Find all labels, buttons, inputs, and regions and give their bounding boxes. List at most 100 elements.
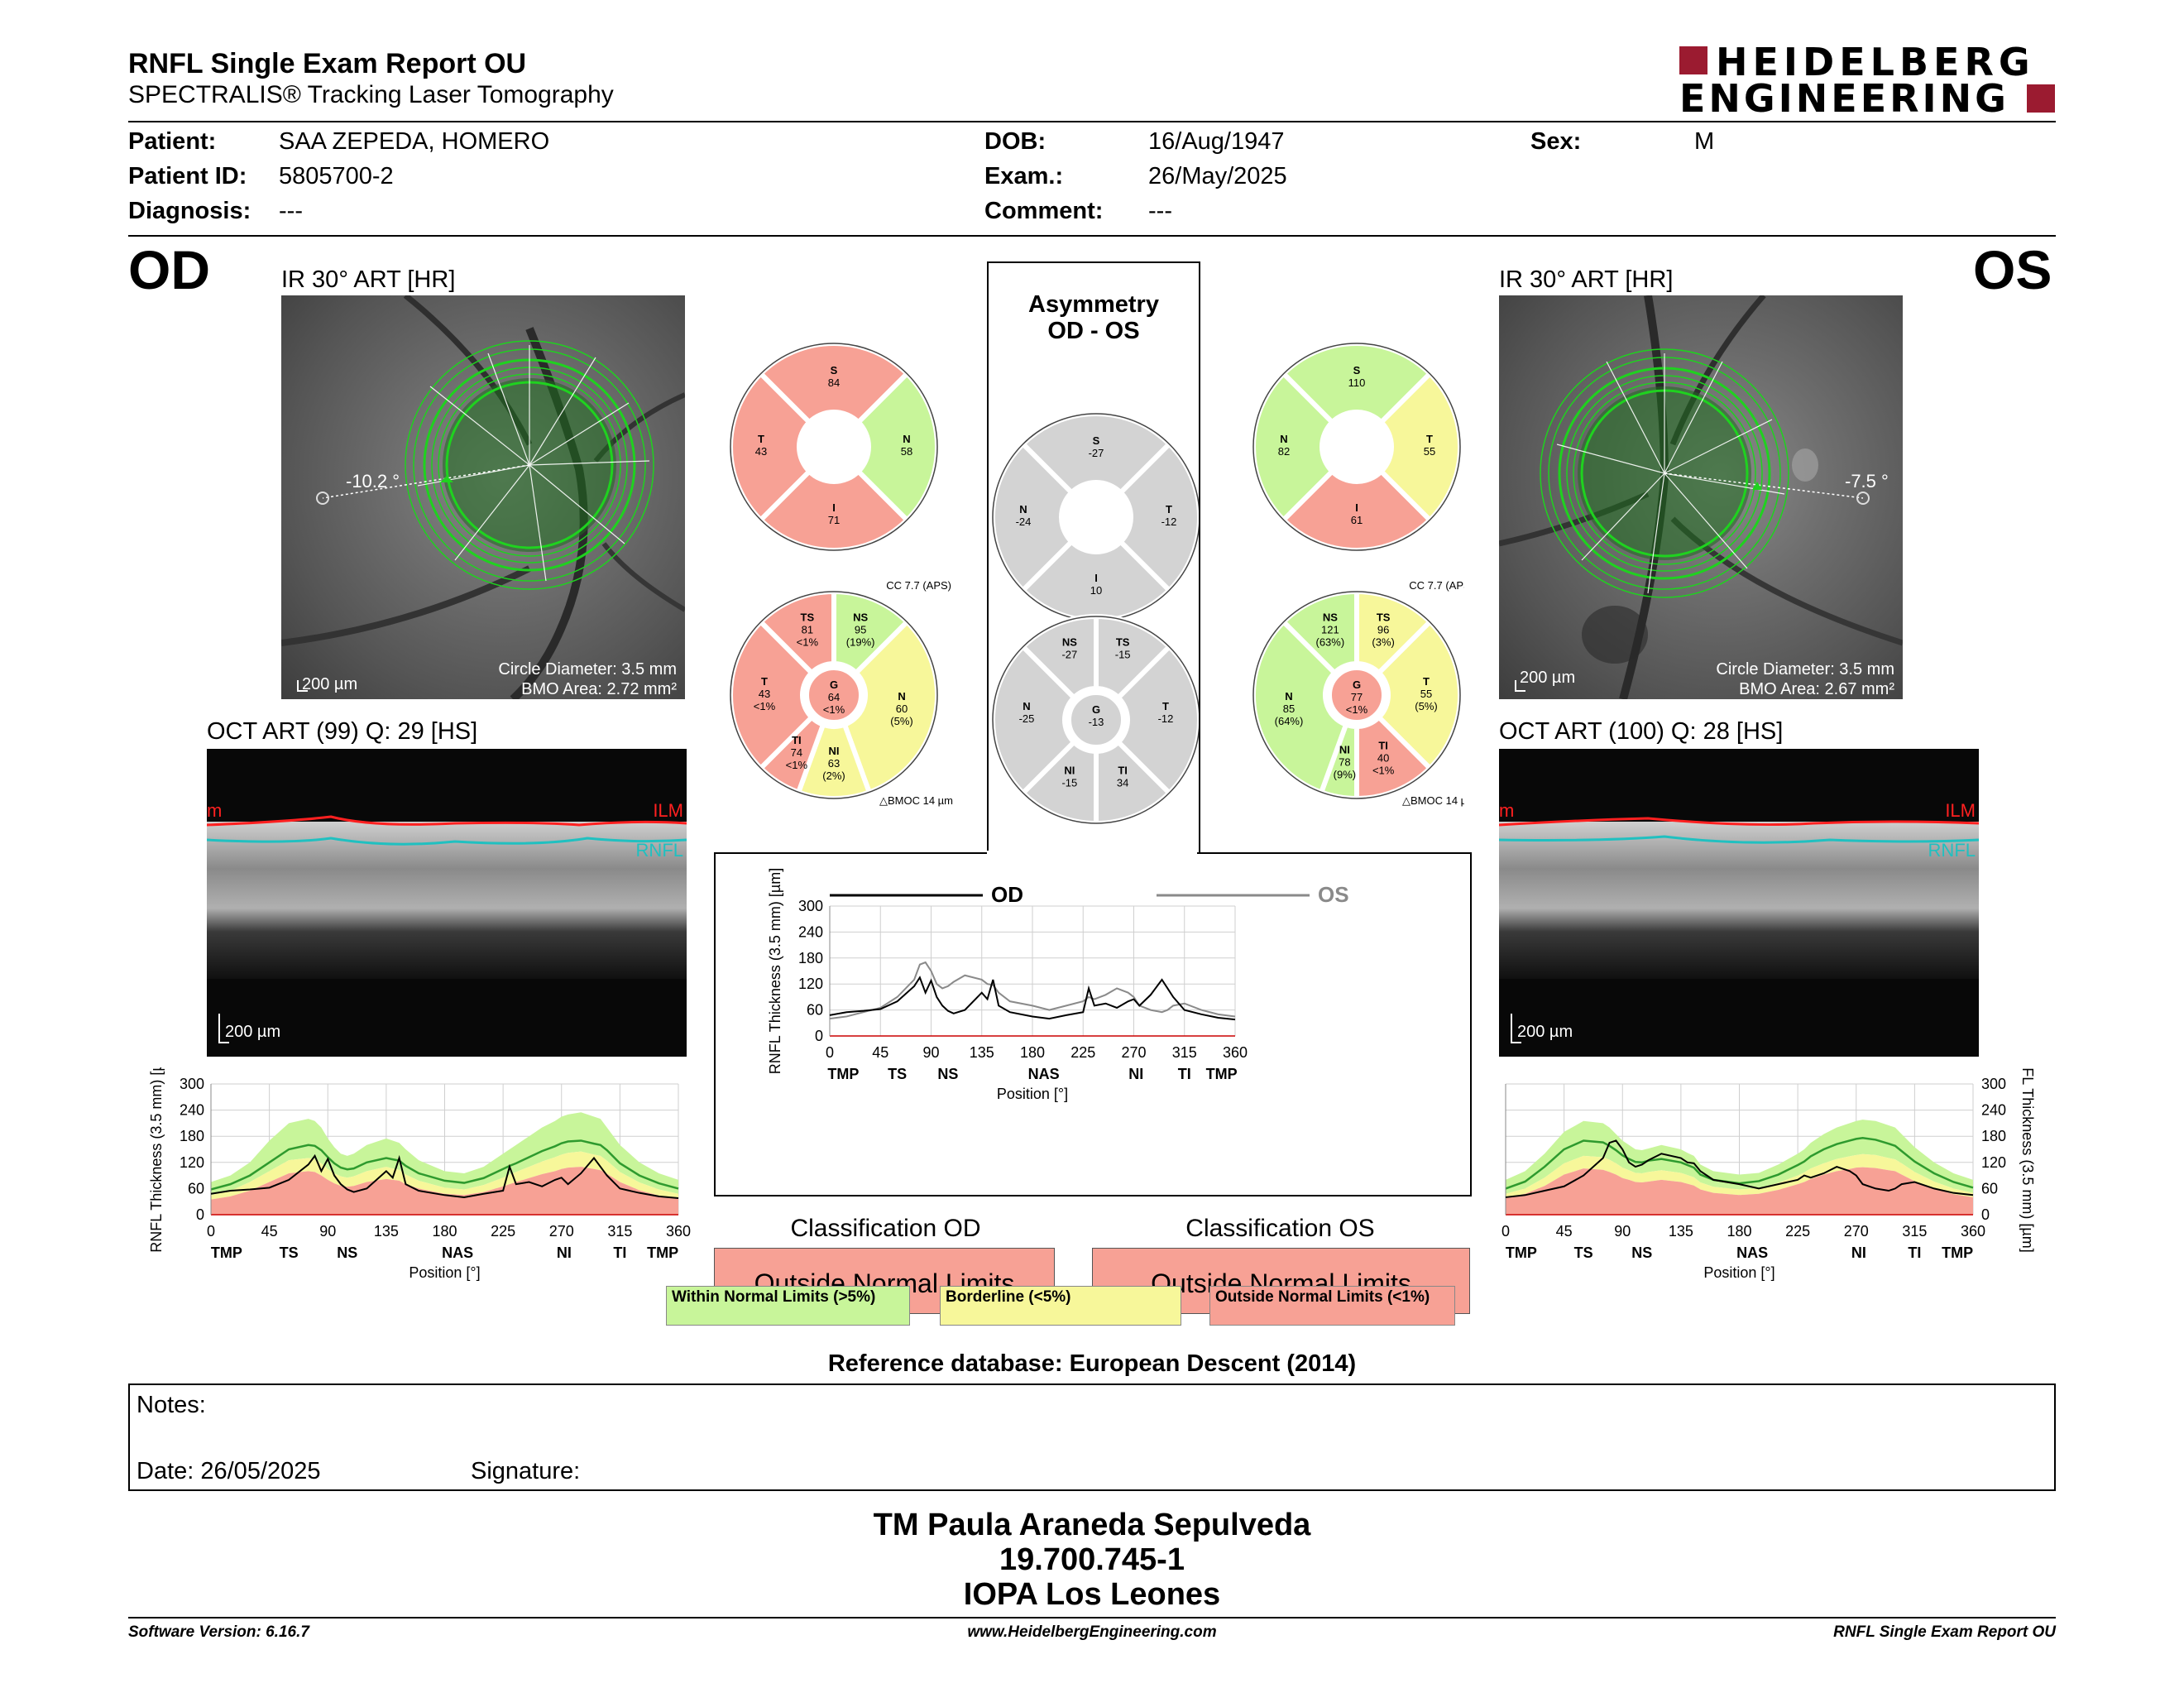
- od-oct-label: OCT ART (99) Q: 29 [HS]: [207, 718, 478, 745]
- x-axis-title: Position [°]: [409, 1264, 480, 1281]
- asymmetry-subtitle: OD - OS: [1047, 318, 1140, 344]
- os-sect-ns-text-0: NS: [1323, 611, 1338, 623]
- os-sect-ts-text-2: (3%): [1372, 635, 1394, 648]
- patient-name: SAA ZEPEDA, HOMERO: [279, 128, 550, 155]
- os-quad-s-text-0: S: [1353, 364, 1361, 376]
- od-fundus-overlay: -10.2 ° 200 µm Circle Diameter: 3.5 mm B…: [281, 295, 685, 699]
- os-sect-g-text-2: <1%: [1346, 703, 1368, 716]
- od-sect-t-text-0: T: [761, 675, 768, 688]
- asym-quad-i-text-0: I: [1094, 572, 1098, 584]
- od-classification-title: Classification OD: [790, 1215, 981, 1242]
- y-tick-label: 300: [180, 1076, 204, 1092]
- od-thickness-chart: 0 60 120 180 240 300 0 45 90 135 180 225 270 315 360 TM…: [148, 1067, 691, 1281]
- asym-quad-n-text-0: N: [1019, 503, 1027, 516]
- asym-sect-ts-text-1: -15: [1115, 648, 1131, 660]
- x-tick-label: 180: [432, 1223, 457, 1240]
- region-label: NS: [337, 1244, 357, 1261]
- os-sect-ni-text-2: (9%): [1334, 769, 1356, 781]
- asym-sect-g-text-0: G: [1092, 703, 1100, 716]
- y-axis-title: RNFL Thickness (3.5 mm) [µm]: [767, 868, 783, 1074]
- os-thickness-line: [1505, 1139, 1974, 1198]
- notes-label: Notes:: [136, 1392, 206, 1418]
- dob-label: DOB:: [984, 128, 1046, 155]
- region-label: TMP: [211, 1244, 242, 1261]
- od-sect-n-text-2: (5%): [890, 715, 912, 727]
- od-fundus-image: -10.2 ° 200 µm Circle Diameter: 3.5 mm B…: [281, 295, 685, 699]
- y-tick-label: 120: [1981, 1154, 2006, 1171]
- exam-label: Exam.:: [984, 163, 1064, 189]
- os-oct-label: OCT ART (100) Q: 28 [HS]: [1499, 718, 1784, 745]
- x-tick-label: 315: [1902, 1223, 1927, 1240]
- sex-label: Sex:: [1530, 128, 1582, 155]
- x-tick-label: 135: [374, 1223, 399, 1240]
- patient-id-label: Patient ID:: [128, 163, 247, 189]
- od-sect-ts-text-2: <1%: [797, 635, 819, 648]
- od-sect-ts-text-0: TS: [801, 611, 815, 623]
- od-sect-outline: [730, 591, 938, 799]
- os-sect-g-text-1: 77: [1351, 691, 1363, 703]
- os-cc-label: CC 7.7 (APS): [1409, 579, 1464, 592]
- od-quad-t-text-1: 43: [755, 445, 767, 458]
- os-quad-i-text-1: 61: [1351, 514, 1363, 526]
- os-angle-text: -7.5 °: [1845, 471, 1889, 492]
- x-tick-label: 225: [1070, 1044, 1095, 1061]
- band-borderline: [1506, 1153, 1973, 1198]
- y-tick-label: 0: [1981, 1206, 1990, 1223]
- os-sect-g-text-0: G: [1353, 679, 1361, 691]
- y-axis-title: RNFL Thickness (3.5 mm) [µm]: [148, 1067, 165, 1253]
- comment-value: ---: [1148, 198, 1172, 224]
- y-tick-label: 240: [1981, 1102, 2006, 1119]
- examiner-name: TM Paula Araneda Sepulveda: [873, 1508, 1311, 1542]
- diagnosis-value: ---: [279, 198, 303, 224]
- y-tick-label: 60: [188, 1180, 204, 1196]
- asym-sect-sector-g: [1068, 692, 1124, 748]
- region-label: NAS: [1736, 1244, 1768, 1261]
- website-link[interactable]: www.HeidelbergEngineering.com: [967, 1623, 1217, 1641]
- x-tick-label: 225: [1785, 1223, 1810, 1240]
- legend-borderline-label: Borderline (<5%): [946, 1288, 1071, 1306]
- os-sect-outline: [1252, 591, 1461, 799]
- od-eye-label: OD: [128, 239, 210, 300]
- x-tick-label: 225: [491, 1223, 515, 1240]
- signature-label: Signature:: [471, 1458, 581, 1484]
- x-axis-title: Position [°]: [997, 1086, 1068, 1102]
- comment-label: Comment:: [984, 198, 1104, 224]
- region-label: TMP: [1942, 1244, 1973, 1261]
- region-label: TMP: [827, 1066, 859, 1082]
- region-label: TS: [1574, 1244, 1593, 1261]
- diagnosis-label: Diagnosis:: [128, 198, 251, 224]
- x-tick-label: 315: [607, 1223, 632, 1240]
- y-tick-label: 0: [815, 1028, 823, 1044]
- asym-quad-s-text-0: S: [1093, 434, 1100, 447]
- od-sect-ti-text-2: <1%: [786, 759, 808, 771]
- region-label: TMP: [647, 1244, 678, 1261]
- od-sect-ns-text-0: NS: [853, 611, 868, 623]
- os-comparison-line: [829, 961, 1236, 1020]
- od-quad-s-text-0: S: [831, 364, 838, 376]
- os-ir-scale: 200 µm: [1520, 669, 1575, 687]
- asym-sect-ns-text-1: -27: [1061, 648, 1077, 660]
- region-label: NAS: [1028, 1066, 1060, 1082]
- region-label: TS: [280, 1244, 299, 1261]
- od-quad-s-text-1: 84: [828, 376, 840, 389]
- od-sect-g-text-1: 64: [828, 691, 840, 703]
- y-tick-label: 120: [798, 976, 823, 992]
- legend-od-label: OD: [991, 882, 1023, 907]
- x-tick-label: 270: [549, 1223, 574, 1240]
- y-tick-label: 300: [798, 898, 823, 914]
- os-sect-ns-text-1: 121: [1321, 623, 1339, 635]
- od-ir-label: IR 30° ART [HR]: [281, 266, 456, 293]
- mean-line: [210, 1139, 679, 1191]
- legend-within-label: Within Normal Limits (>5%): [672, 1288, 876, 1306]
- od-circle-diameter: Circle Diameter: 3.5 mm: [498, 660, 677, 679]
- x-axis-title: Position [°]: [1703, 1264, 1774, 1281]
- x-tick-label: 135: [1669, 1223, 1693, 1240]
- x-tick-label: 360: [666, 1223, 691, 1240]
- notes-box[interactable]: Notes: Date: 26/05/2025 Signature:: [128, 1383, 2056, 1491]
- os-sect-n-text-1: 85: [1283, 703, 1295, 715]
- exam-date: 26/May/2025: [1148, 163, 1287, 189]
- x-tick-label: 0: [1502, 1223, 1510, 1240]
- y-tick-label: 60: [1981, 1180, 1998, 1196]
- y-tick-label: 180: [180, 1128, 204, 1144]
- od-angle-text: -10.2 °: [346, 471, 400, 492]
